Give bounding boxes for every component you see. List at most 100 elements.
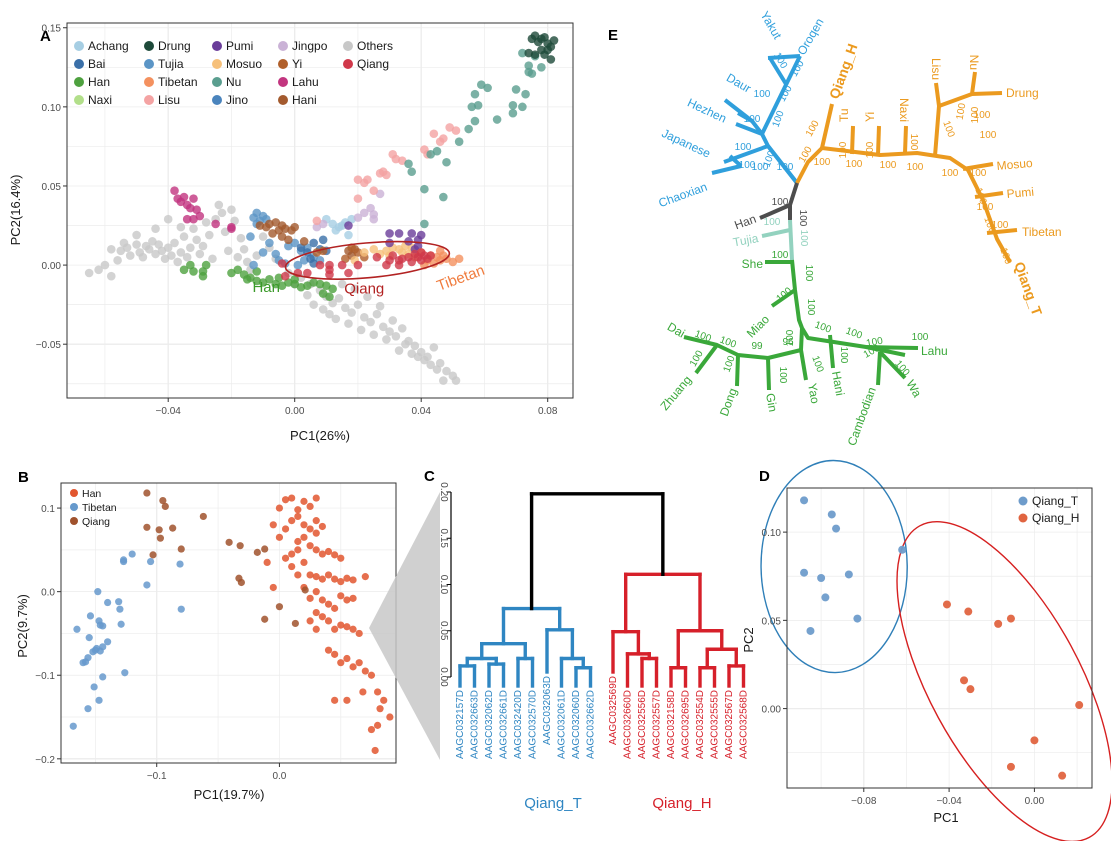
- point-others: [363, 292, 372, 302]
- point-han: [343, 596, 351, 604]
- point-han: [306, 571, 314, 579]
- panel-c-dendrogram: 0.00 0.05 0.10 0.15 0.20 AAGC032157D AAGC0326…: [438, 482, 750, 812]
- tip-pumi: Pumi: [1006, 185, 1034, 201]
- bootstrap-value: 100: [809, 354, 825, 374]
- panel-b-pca-scatter: −0.1 0.0 −0.2 −0.1 0.0 0.1 Han Tibetan Qiang PC…: [15, 482, 397, 802]
- point-han: [318, 550, 326, 558]
- tip-drung: Drung: [1006, 86, 1039, 100]
- legend-marker-qiang-h: [1018, 513, 1028, 523]
- point-others: [233, 252, 243, 262]
- point-others: [163, 243, 173, 252]
- height-axis: 0.00 0.05 0.10 0.15 0.20: [438, 482, 452, 687]
- point-qiang-h: [1075, 701, 1084, 710]
- point-hani: [290, 222, 300, 232]
- point-qiang: [159, 496, 167, 505]
- branch-han: [788, 182, 799, 220]
- tip-chaoxian: Chaoxian: [657, 180, 709, 210]
- bootstrap-value: 100: [865, 141, 876, 158]
- point-others: [205, 230, 214, 240]
- point-others: [154, 240, 164, 249]
- legend: Achang Bai Han Naxi Drung Tujia Tibetan Lisu Pum…: [74, 39, 393, 107]
- legend-marker-mosuo: [212, 59, 222, 69]
- legend-label-han: Han: [82, 488, 101, 500]
- axes: −0.04 0.00 0.04 0.08 −0.05 0.00 0.05 0.10 0.15: [36, 24, 558, 417]
- point-qiang-t: [817, 574, 826, 582]
- tree-branch: [760, 55, 802, 135]
- point-han: [318, 575, 326, 583]
- point-hani: [299, 237, 309, 246]
- legend-marker-tibetan: [70, 503, 78, 511]
- point-tibetan: [99, 622, 107, 630]
- point-han: [300, 497, 308, 505]
- point-nu: [470, 89, 480, 99]
- point-han: [318, 613, 326, 621]
- tip-nu: Nu: [967, 55, 981, 70]
- point-others: [356, 325, 366, 335]
- point-qiang: [169, 524, 177, 532]
- point-han: [179, 265, 189, 275]
- panel-a-pca-scatter: Han Qiang Tibetan −0.04 0.00 0.04 0.08 −0.05 0.…: [8, 22, 574, 443]
- leaf-label: AAGC032568D: [739, 690, 750, 759]
- panel-label-d: D: [759, 468, 770, 485]
- bootstrap-value: 100: [777, 367, 788, 384]
- point-han: [275, 533, 284, 541]
- point-nu: [473, 100, 483, 110]
- tree-branch: [799, 349, 808, 381]
- bootstrap-value: 100: [846, 159, 863, 170]
- point-others: [167, 251, 176, 260]
- point-lahu: [227, 224, 236, 233]
- point-others: [426, 360, 435, 370]
- point-others: [359, 313, 369, 322]
- point-han: [186, 260, 195, 270]
- point-nu: [527, 69, 537, 78]
- point-pumi: [407, 229, 417, 238]
- leaf-label: AAGC032663D: [470, 690, 481, 759]
- legend-marker-han: [74, 77, 84, 87]
- legend-label-lahu: Lahu: [292, 75, 319, 89]
- bootstrap-value: 100: [804, 118, 822, 138]
- point-han: [306, 542, 314, 550]
- point-han: [281, 496, 290, 504]
- point-han: [275, 504, 284, 512]
- point-jingpo: [353, 213, 363, 222]
- tree-branch: [986, 228, 1018, 235]
- point-mosuo: [359, 248, 369, 257]
- point-pumi: [385, 238, 394, 248]
- tree-branch: [759, 203, 791, 220]
- point-lisu: [363, 175, 372, 184]
- point-jingpo: [369, 214, 379, 224]
- point-qiang: [155, 526, 163, 534]
- point-lisu: [439, 134, 448, 143]
- y-tick-label: 0.00: [438, 667, 449, 687]
- point-han: [312, 608, 320, 617]
- point-han: [288, 517, 296, 525]
- point-tujia: [249, 260, 258, 270]
- point-han: [337, 621, 345, 629]
- point-han: [294, 571, 302, 579]
- y-tick-label: 0.20: [438, 482, 449, 502]
- bootstrap-value: 100: [940, 119, 956, 139]
- point-others: [138, 252, 148, 262]
- tip-qiang-t: Qiang_T: [1011, 260, 1045, 319]
- tip-zhuang: Zhuang: [657, 373, 694, 413]
- bootstrap-value: 100: [980, 130, 997, 141]
- legend-marker-yi: [278, 59, 288, 69]
- point-tujia: [258, 248, 268, 257]
- point-han: [201, 260, 211, 270]
- point-others: [144, 244, 154, 254]
- point-han: [252, 267, 262, 276]
- tree-branch: [828, 334, 835, 369]
- point-achang: [344, 230, 353, 240]
- plot-frame: [786, 487, 1093, 789]
- point-han: [331, 625, 339, 633]
- point-others: [369, 330, 379, 340]
- bootstrap-value: 100: [777, 162, 794, 173]
- point-tibetan: [128, 550, 136, 558]
- legend-label-pumi: Pumi: [226, 39, 253, 53]
- point-qiang: [280, 271, 290, 281]
- point-tibetan: [85, 634, 93, 642]
- point-han: [349, 625, 357, 633]
- point-han: [288, 562, 296, 571]
- legend-marker-bai: [74, 59, 84, 69]
- tip-yao: Yao: [805, 382, 822, 405]
